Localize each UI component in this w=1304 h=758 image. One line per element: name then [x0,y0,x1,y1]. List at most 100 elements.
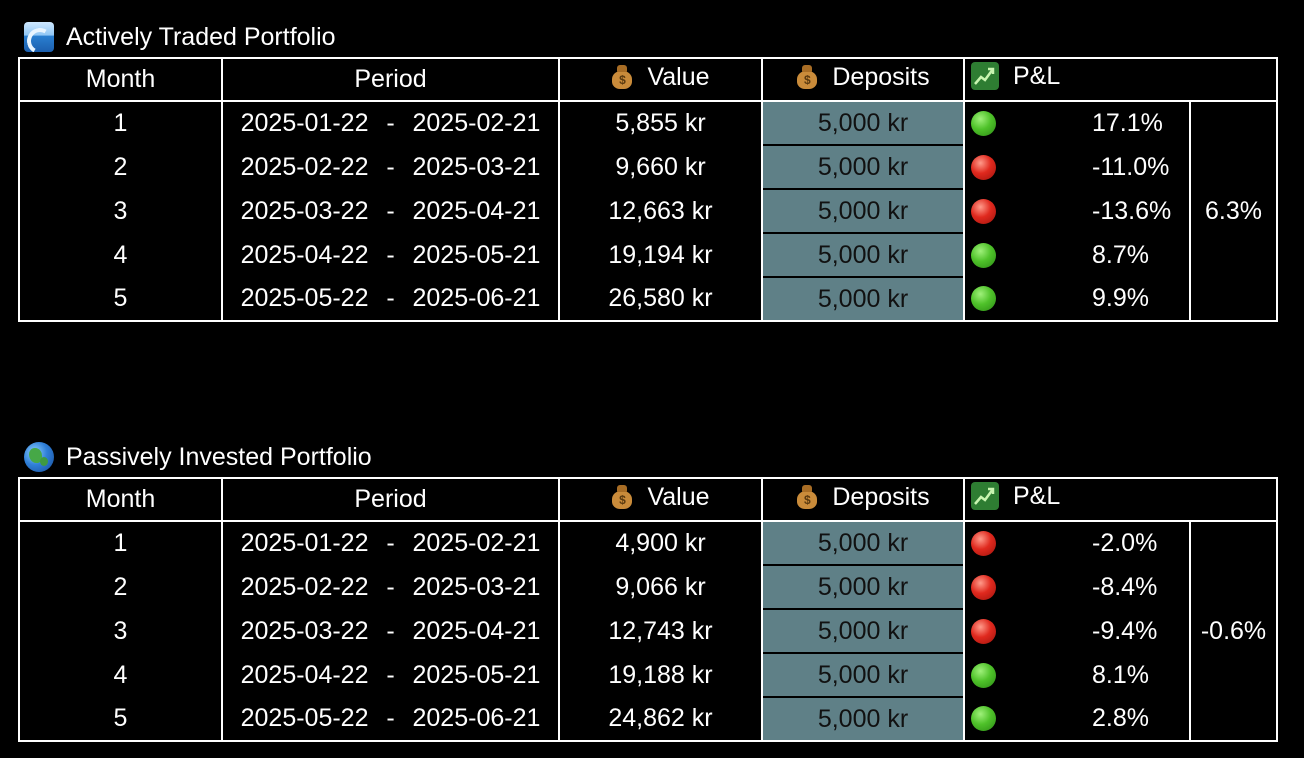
value-cell: 9,066 kr [558,565,763,609]
col-header-value: Value [558,58,763,102]
pnl-percent: -8.4% [1092,572,1158,601]
table-row: 5 2025-05-22-2025-06-21 26,580 kr 5,000 kr 9… [18,276,1277,321]
period-cell: 2025-01-22-2025-02-21 [221,101,560,145]
green-circle-icon [971,111,996,136]
passive-portfolio-title: Passively Invested Portfolio [24,441,372,473]
deposits-cell: 5,000 kr [761,696,965,741]
col-header-pnl: P&L [962,478,1279,522]
period-cell: 2025-02-22-2025-03-21 [221,565,560,609]
active-portfolio-table: MonthPeriodValueDepositsP&L 12025-01-22-… [18,57,1279,322]
month-cell: 3 [18,189,223,233]
col-header-pnl: P&L [962,58,1279,102]
passive-portfolio-title-text: Passively Invested Portfolio [66,442,372,471]
value-cell: 19,194 kr [558,233,763,277]
period-start: 2025-01-22 [240,529,369,557]
table-row: 1 2025-01-22-2025-02-21 4,900 kr 5,000 kr -2… [18,521,1279,741]
deposits-cell: 5,000 kr [761,652,965,697]
month-cell: 1 [18,101,223,145]
period-separator: - [386,704,395,732]
deposits-cell: 5,000 kr [761,564,965,609]
col-header-deposits-label: Deposits [832,482,930,511]
green-circle-icon [971,286,996,311]
col-header-month: Month [18,58,223,102]
active-portfolio-title: Actively Traded Portfolio [24,21,336,53]
col-header-month: Month [18,478,223,522]
period-separator: - [386,572,395,601]
pnl-cell: -11.0% [963,145,1191,189]
globe-icon [24,442,54,472]
pnl-cell: 17.1% [963,101,1191,145]
period-separator: - [386,660,395,689]
table-row: 2 2025-02-22-2025-03-21 9,660 kr 5,000 kr -1… [18,144,1277,189]
value-cell: 12,743 kr [558,609,763,653]
value-cell: 19,188 kr [558,653,763,697]
money-bag-icon [611,65,633,90]
month-cell: 3 [18,609,223,653]
deposits-cell: 5,000 kr [761,608,965,653]
table-row: 5 2025-05-22-2025-06-21 24,862 kr 5,000 kr 2… [18,696,1277,741]
period-end: 2025-04-21 [412,196,541,225]
period-cell: 2025-02-22-2025-03-21 [221,145,560,189]
pnl-cell: 8.7% [963,233,1191,277]
period-start: 2025-03-22 [240,616,369,645]
col-header-deposits: Deposits [761,58,965,102]
month-cell: 4 [18,233,223,277]
green-circle-icon [971,242,996,268]
month-cell: 1 [18,521,223,565]
deposits-cell: 5,000 kr [761,276,965,321]
period-end: 2025-02-21 [412,109,541,137]
period-separator: - [386,240,395,269]
total-pnl-cell: -0.6% [1188,521,1279,741]
active-portfolio-title-text: Actively Traded Portfolio [66,22,336,51]
col-header-value: Value [558,478,763,522]
red-circle-icon [971,198,996,224]
deposits-cell: 5,000 kr [761,101,965,145]
period-start: 2025-01-22 [240,109,369,137]
wave-icon [24,22,54,52]
pnl-percent: 17.1% [1092,109,1163,137]
value-cell: 9,660 kr [558,145,763,189]
col-header-period: Period [221,478,560,522]
col-header-value-label: Value [647,482,710,511]
col-header-deposits: Deposits [761,478,965,522]
period-cell: 2025-05-22-2025-06-21 [221,277,560,321]
green-circle-icon [971,662,996,688]
table-row: 3 2025-03-22-2025-04-21 12,743 kr 5,000 kr -… [18,608,1277,653]
month-cell: 4 [18,653,223,697]
table-row: 4 2025-04-22-2025-05-21 19,194 kr 5,000 kr 8… [18,232,1277,277]
month-cell: 5 [18,277,223,321]
value-cell: 26,580 kr [558,277,763,321]
period-separator: - [386,616,395,645]
period-start: 2025-02-22 [240,572,369,601]
month-cell: 2 [18,145,223,189]
deposits-cell: 5,000 kr [761,188,965,233]
period-separator: - [386,109,395,137]
period-cell: 2025-04-22-2025-05-21 [221,233,560,277]
period-end: 2025-04-21 [412,616,541,645]
col-header-pnl-label: P&L [1013,61,1061,90]
pnl-percent: -13.6% [1092,196,1172,225]
red-circle-icon [971,618,996,644]
chart-increasing-icon [971,62,999,91]
table-row: 2 2025-02-22-2025-03-21 9,066 kr 5,000 kr -8… [18,564,1277,609]
period-start: 2025-04-22 [240,240,369,269]
pnl-percent: -11.0% [1092,152,1170,181]
passive-portfolio-table: MonthPeriodValueDepositsP&L 12025-01-22-… [18,477,1279,742]
pnl-cell: -9.4% [963,609,1191,653]
red-circle-icon [971,154,996,180]
period-end: 2025-03-21 [412,152,541,181]
col-header-period: Period [221,58,560,102]
period-separator: - [386,284,395,312]
period-end: 2025-06-21 [412,284,541,312]
pnl-percent: 8.7% [1092,240,1149,269]
money-bag-icon [796,485,818,510]
period-end: 2025-05-21 [412,660,541,689]
period-separator: - [386,196,395,225]
total-pnl-cell: 6.3% [1188,101,1279,321]
pnl-cell: 2.8% [963,697,1191,741]
value-cell: 12,663 kr [558,189,763,233]
value-cell: 24,862 kr [558,697,763,741]
pnl-percent: -2.0% [1092,529,1158,557]
table-row: 1 2025-01-22-2025-02-21 5,855 kr 5,000 kr 17… [18,101,1279,321]
pnl-cell: 8.1% [963,653,1191,697]
